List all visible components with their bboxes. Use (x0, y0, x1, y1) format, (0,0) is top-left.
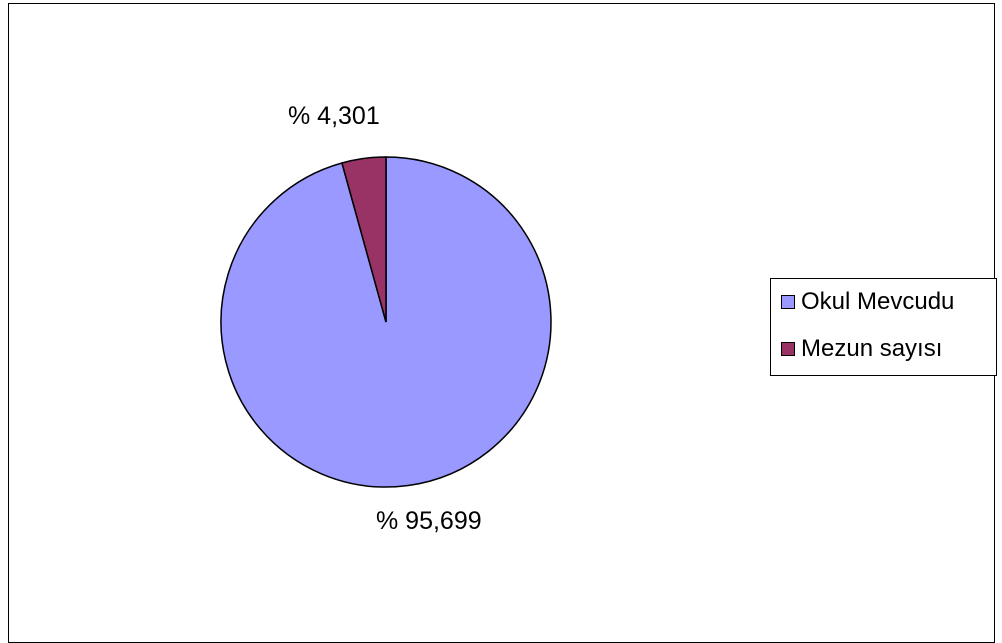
legend-swatch-mezun-sayisi (781, 342, 795, 356)
legend-label-mezun-sayisi: Mezun sayısı (801, 335, 943, 362)
pie-slice-mezun-sayisi (341, 156, 387, 323)
legend-item-okul-mevcudu: Okul Mevcudu (781, 288, 955, 315)
data-label-okul-mevcudu: % 95,699 (376, 507, 482, 535)
pie-slices (220, 156, 552, 488)
legend-swatch-okul-mevcudu (781, 295, 795, 309)
data-label-mezun-sayisi: % 4,301 (288, 102, 380, 130)
legend-item-mezun-sayisi: Mezun sayısı (781, 335, 943, 362)
legend-label-okul-mevcudu: Okul Mevcudu (801, 288, 955, 315)
chart-legend: Okul Mevcudu Mezun sayısı (770, 278, 997, 376)
